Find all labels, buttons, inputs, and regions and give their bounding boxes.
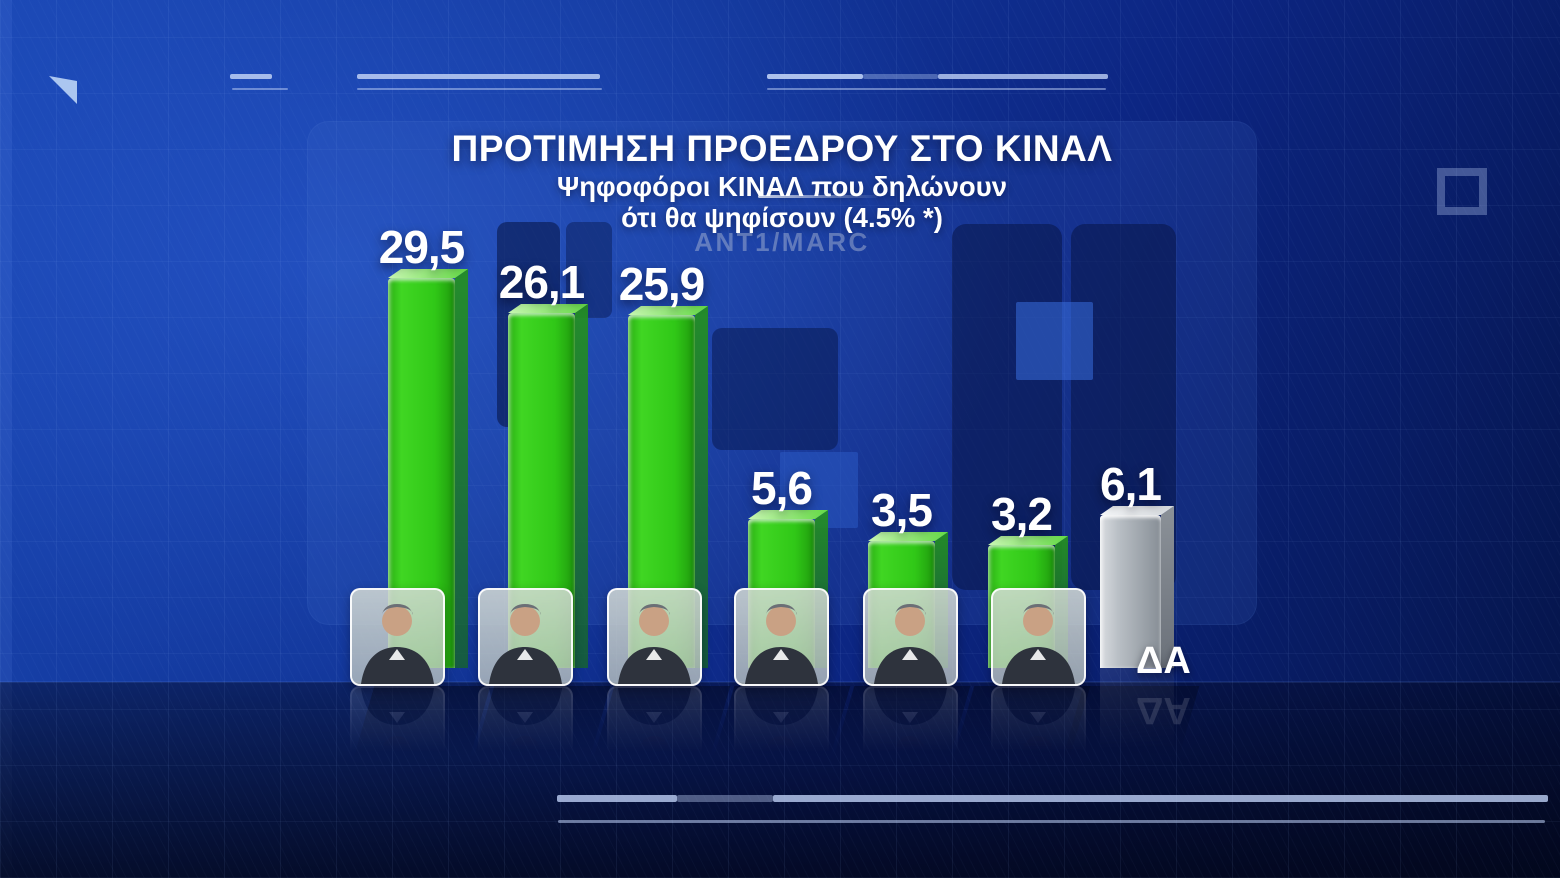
person-silhouette-icon [480,590,571,684]
bar-value-label: 6,1 [1100,458,1162,510]
top-thin-line-decor [357,88,602,90]
corner-triangle-decor [49,76,77,104]
bar-top-face [988,536,1068,545]
panel-mosaic-tile [952,224,1062,590]
grey-bar-reflection [1100,668,1174,760]
person-silhouette-icon [736,590,827,684]
person-silhouette-icon [480,688,571,764]
bar-top-face [868,532,948,541]
top-line-decor [230,74,272,79]
chart-subtitle-line2: ότι θα ψηφίσουν (4.5% *) [621,202,943,233]
da-category-label-reflection: ΔΑ [1136,689,1191,731]
chart-title: ΠΡΟΤΙΜΗΣΗ ΠΡΟΕΔΡΟΥ ΣΤΟ ΚΙΝΑΛ [451,128,1113,169]
bar-column [1100,506,1174,668]
top-thin-line-decor [232,88,288,90]
candidate-photo [350,588,445,686]
person-silhouette-icon [865,688,956,764]
panel-mosaic-tile [1016,302,1093,380]
bar-top-face [1100,506,1174,515]
source-watermark: ANT1/MARC [694,227,870,257]
photo-reflection-image [478,686,573,764]
person-silhouette-icon [609,590,700,684]
person-silhouette-icon [993,590,1084,684]
photo-reflection-image [734,686,829,764]
top-line-decor [767,74,863,79]
photo-reflection [478,686,573,764]
da-category-label: ΔΑ [1136,640,1191,682]
person-silhouette-icon [352,688,443,764]
bottom-line-decor [773,795,1548,802]
bottom-line-decor [557,795,677,802]
candidate-photo [734,588,829,686]
photo-reflection-image [863,686,958,764]
person-silhouette-icon [993,688,1084,764]
bar-side-face [455,269,468,668]
photo-reflection [607,686,702,764]
top-line-decor [938,74,1108,79]
bar-side-face [575,304,588,668]
bar-value-label: 5,6 [751,462,813,514]
bar-top-face [388,269,468,278]
bar-value-label: 26,1 [498,256,586,308]
candidate-photo [607,588,702,686]
photo-reflection-image [991,686,1086,764]
panel-mosaic-tile [712,328,838,450]
bar-top-face [748,510,828,519]
panel-mosaic-tile [566,222,612,318]
top-line-decor [863,74,938,79]
bottom-line-decor [677,795,773,802]
bar-value-label: 3,5 [871,484,933,536]
square-outline-decor [1437,168,1487,215]
photo-reflection [734,686,829,764]
bar-top-face [628,306,708,315]
bar-side-face [695,306,708,668]
bar-value-label: 29,5 [378,221,466,273]
photo-reflection [350,686,445,764]
bottom-thin-line-decor [558,820,1545,823]
candidate-photo [478,588,573,686]
photo-reflection [991,686,1086,764]
subtitle-underline-decor [758,195,878,198]
top-thin-line-decor [767,88,1106,90]
bar-side-face [1161,506,1174,668]
photo-reflection-image [350,686,445,764]
chart-subtitle-line1: Ψηφοφόροι ΚΙΝΑΛ που δηλώνουν [556,171,1008,202]
photo-reflection [863,686,958,764]
bar-front-face [1100,515,1161,668]
person-silhouette-icon [609,688,700,764]
candidate-photo [863,588,958,686]
photo-reflection-image [607,686,702,764]
person-silhouette-icon [736,688,827,764]
left-edge-glow-decor [0,0,12,878]
bar-top-face [508,304,588,313]
candidate-photo [991,588,1086,686]
bar-value-label: 25,9 [618,258,706,310]
bar-value-label: 3,2 [991,488,1053,540]
person-silhouette-icon [865,590,956,684]
person-silhouette-icon [352,590,443,684]
top-line-decor [357,74,600,79]
